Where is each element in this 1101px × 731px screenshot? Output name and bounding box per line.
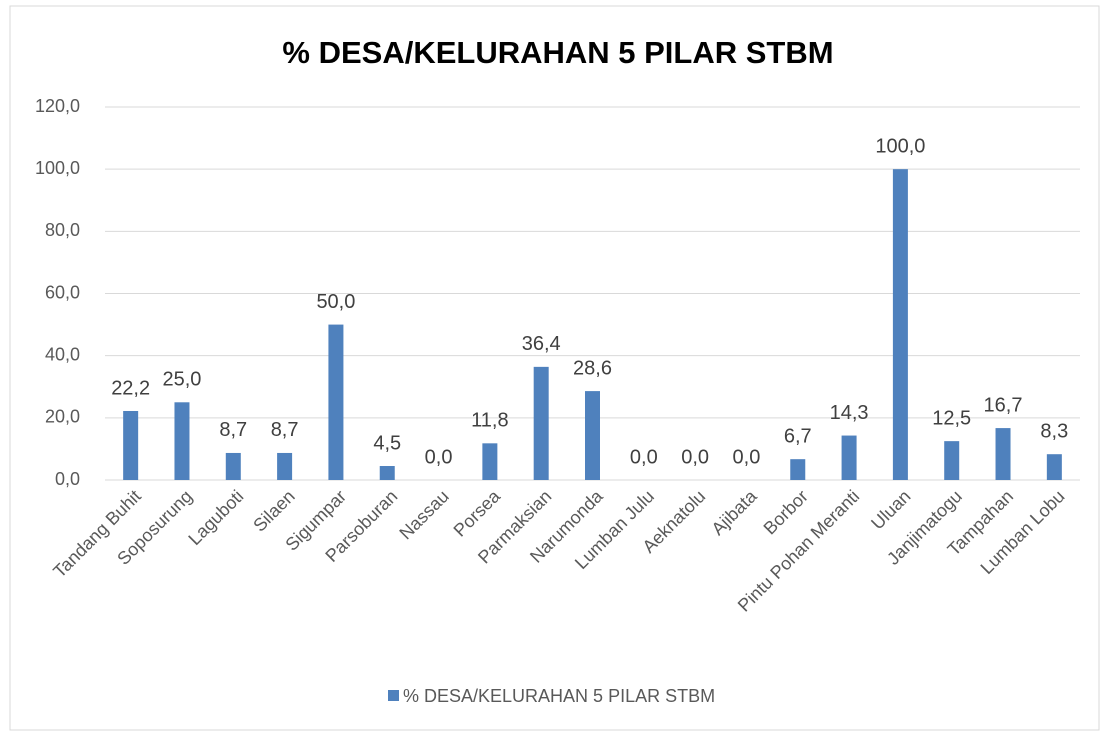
value-label: 22,2 — [111, 377, 150, 399]
y-tick-label: 120,0 — [35, 96, 80, 116]
bar — [174, 402, 190, 480]
chart-frame — [9, 5, 1100, 731]
value-label: 16,7 — [984, 394, 1023, 416]
bar — [892, 169, 908, 480]
y-tick-label: 20,0 — [45, 407, 80, 427]
value-label: 50,0 — [316, 291, 355, 313]
bar — [225, 452, 241, 480]
bar — [944, 441, 960, 480]
y-tick-label: 60,0 — [45, 282, 80, 302]
value-label: 36,4 — [522, 333, 561, 355]
chart-title: % DESA/KELURAHAN 5 PILAR STBM — [282, 35, 833, 70]
value-label: 0,0 — [630, 446, 658, 468]
bar — [482, 443, 498, 480]
legend-swatch — [388, 690, 399, 701]
legend-label: % DESA/KELURAHAN 5 PILAR STBM — [403, 686, 715, 706]
value-label: 8,7 — [219, 419, 247, 441]
y-tick-label: 100,0 — [35, 158, 80, 178]
value-label: 4,5 — [373, 432, 401, 454]
value-label: 100,0 — [875, 135, 925, 157]
value-label: 14,3 — [830, 402, 869, 424]
bar — [995, 428, 1011, 480]
value-label: 0,0 — [681, 446, 709, 468]
value-label: 8,7 — [271, 419, 299, 441]
y-tick-label: 80,0 — [45, 220, 80, 240]
value-label: 0,0 — [733, 446, 761, 468]
bar — [533, 366, 549, 480]
bar — [123, 410, 139, 480]
bar — [585, 391, 600, 480]
bar — [790, 459, 806, 480]
bar — [1046, 454, 1062, 480]
bar — [379, 466, 395, 480]
value-label: 8,3 — [1040, 420, 1068, 442]
value-label: 11,8 — [471, 410, 508, 432]
value-label: 28,6 — [573, 357, 612, 379]
bar — [328, 324, 344, 480]
bar — [841, 435, 857, 480]
value-label: 12,5 — [932, 407, 971, 429]
y-tick-label: 40,0 — [45, 344, 80, 364]
value-label: 6,7 — [784, 425, 812, 447]
y-tick-label: 0,0 — [55, 469, 80, 489]
bar — [277, 452, 293, 480]
value-label: 25,0 — [163, 369, 202, 391]
value-label: 0,0 — [425, 446, 453, 468]
